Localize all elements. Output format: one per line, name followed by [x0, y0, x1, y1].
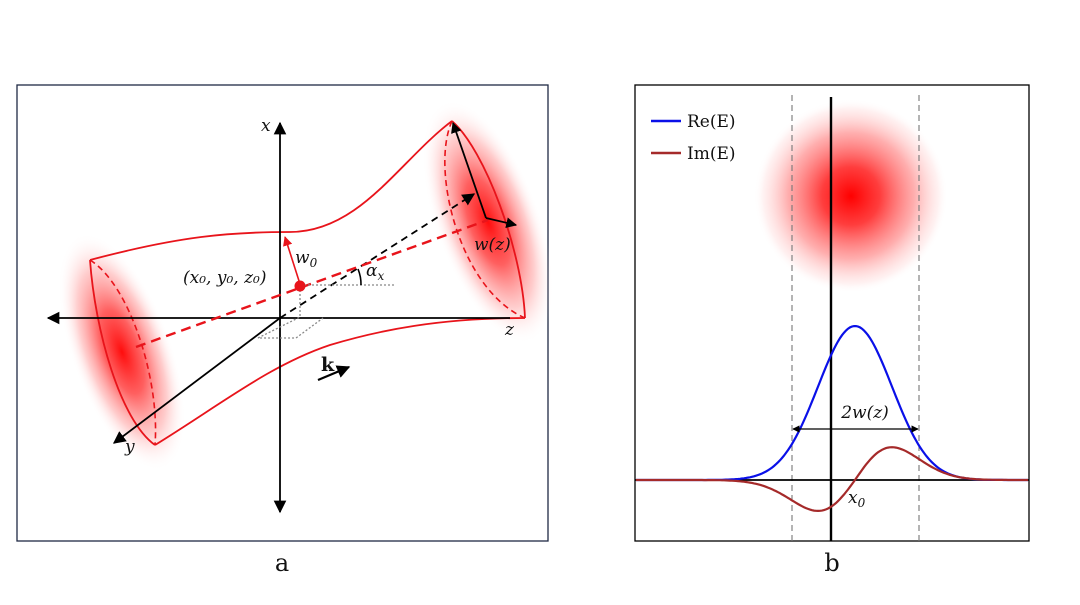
waist-arrow	[283, 236, 301, 285]
panel-b-letter: b	[824, 549, 839, 577]
axis-y-label: y	[124, 437, 135, 457]
right-end-back	[444, 120, 526, 319]
beam-lower-edge	[154, 317, 526, 446]
left-end-back	[89, 259, 157, 446]
propagation-direction-line	[279, 193, 476, 319]
waist-label-main: w	[295, 248, 310, 268]
angle-label-sub: x	[377, 269, 384, 283]
k-vector-arrow	[317, 365, 351, 382]
left-beam-glow	[58, 233, 186, 471]
x0-label-main: x	[848, 488, 858, 508]
angle-arc	[357, 268, 362, 286]
curve-im-e	[636, 446, 1028, 513]
legend-label-im: Im(E)	[687, 144, 736, 164]
axis-x-label: x	[261, 116, 271, 136]
panel-b: 2w(z) x0 Re(E) Im(E) b	[634, 84, 1030, 577]
waist-label: w0	[295, 248, 318, 270]
angle-label: αx	[366, 261, 384, 283]
legend-label-re: Re(E)	[687, 112, 736, 132]
beam-spot	[754, 99, 948, 293]
angle-label-main: α	[366, 261, 378, 281]
left-end-front	[89, 259, 156, 446]
projection-guides	[257, 286, 324, 339]
beam-center-point	[294, 280, 306, 292]
axis-y-line	[112, 317, 281, 444]
k-label: k	[321, 354, 335, 376]
right-end-front	[451, 120, 526, 319]
beam-upper-edge	[89, 120, 453, 261]
width-span-label: 2w(z)	[840, 403, 889, 423]
panel-a-letter: a	[275, 549, 289, 577]
legend: Re(E) Im(E)	[651, 112, 736, 164]
axis-z-label: z	[504, 320, 515, 340]
x0-label: x0	[848, 488, 866, 510]
width-arrow-radial	[451, 121, 487, 219]
x0-label-sub: 0	[858, 496, 866, 510]
width-label: w(z)	[474, 235, 511, 255]
waist-label-sub: 0	[310, 256, 318, 270]
width-arrow-tangential	[485, 217, 518, 229]
beam-axis-line	[135, 218, 489, 349]
center-label: (x₀, y₀, z₀)	[183, 268, 266, 288]
panel-a: x y z w0 (x₀, y₀, z₀) αx w(z) k a	[16, 84, 554, 577]
